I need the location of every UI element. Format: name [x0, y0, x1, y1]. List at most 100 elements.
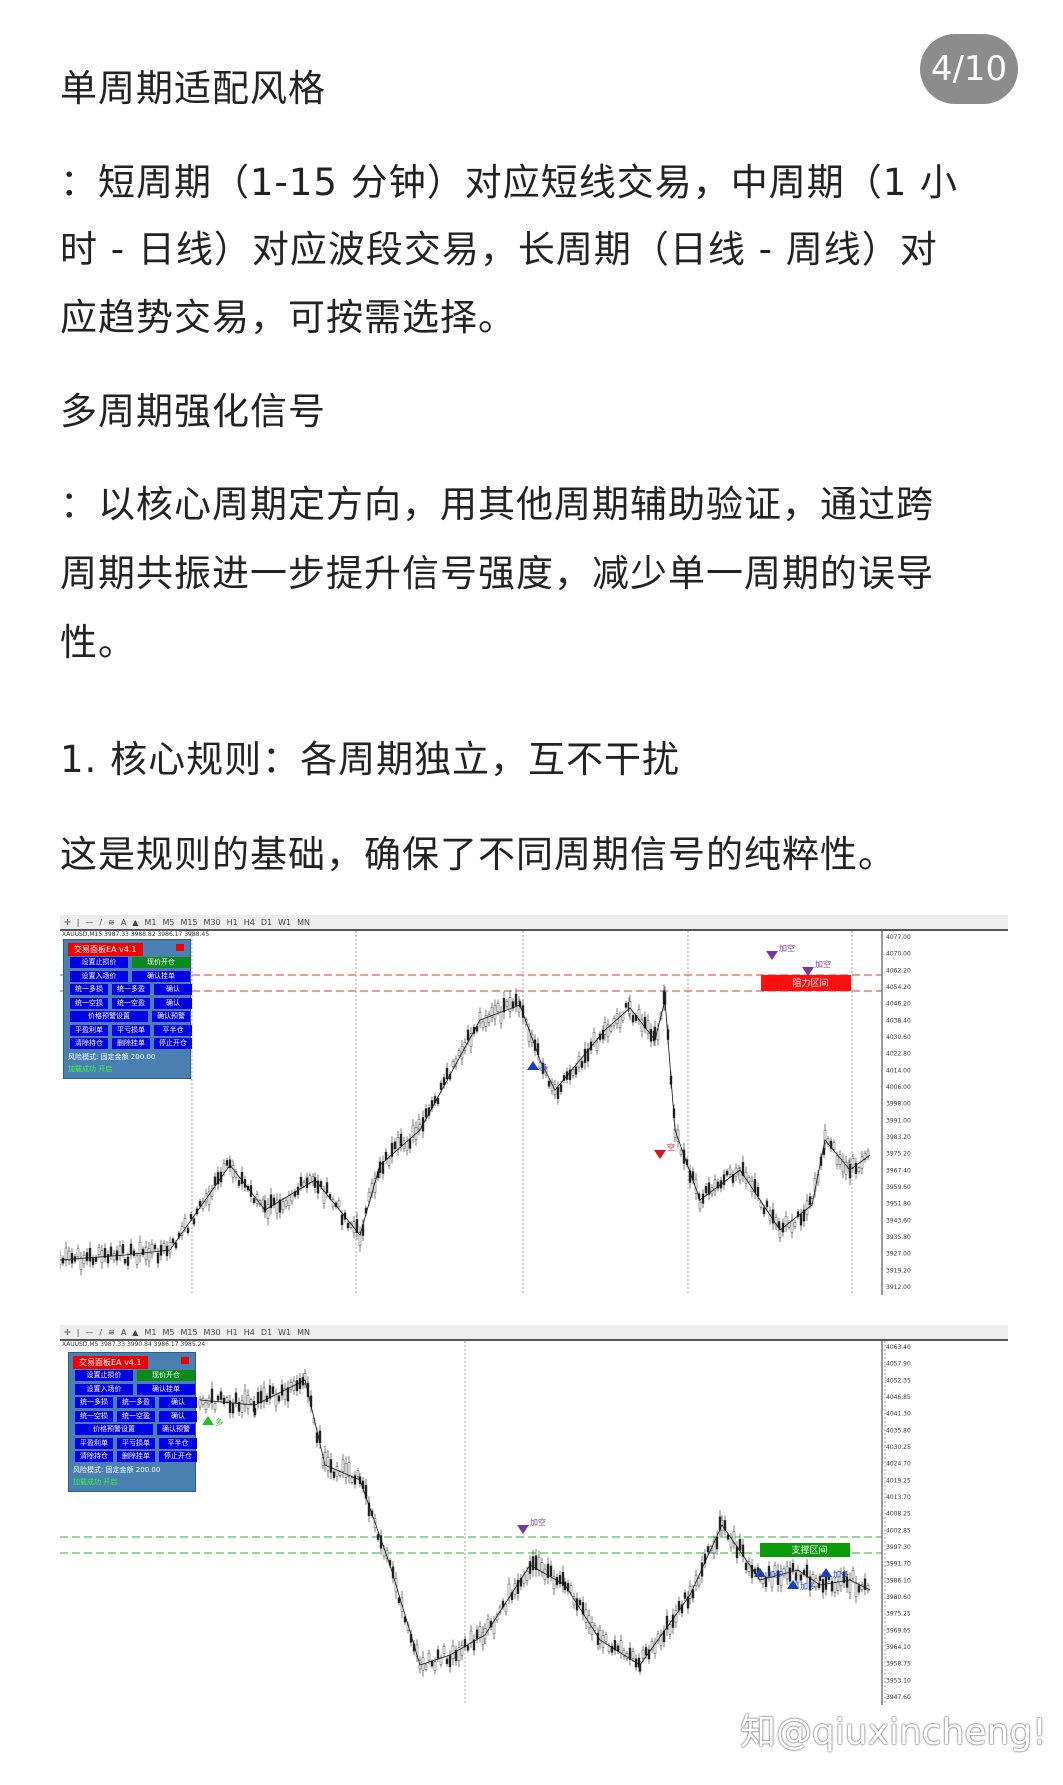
panel-button[interactable]: 价格预警设置 [70, 1011, 148, 1022]
panel-button[interactable]: 设置止损价 [75, 1370, 133, 1381]
toolbar-tool-icon[interactable]: ≋ [108, 1327, 115, 1337]
panel-button[interactable]: 确认挂单 [137, 1383, 195, 1395]
toolbar-tool-icon[interactable]: ≋ [108, 917, 115, 927]
candle-body [638, 1664, 642, 1672]
panel-button[interactable]: 删除挂单 [117, 1451, 155, 1462]
panel-button[interactable]: 现价开仓 [137, 1370, 195, 1381]
axis-tick-label: 3986.10 [886, 1577, 911, 1584]
candle-body [644, 1647, 648, 1656]
candle-body [308, 1175, 312, 1183]
candle-body [484, 1015, 488, 1027]
candle-body [141, 1248, 145, 1255]
panel-button[interactable]: 设置入场价 [70, 970, 128, 982]
candle-body [732, 1531, 736, 1544]
candle-body [830, 1581, 834, 1592]
panel-button[interactable]: 确认 [159, 1397, 197, 1408]
signal-label: 空 [667, 1142, 675, 1152]
timeframe-button[interactable]: M30 [203, 917, 221, 927]
panel-button[interactable]: 现价开仓 [132, 957, 190, 968]
panel-button[interactable]: 确认预警 [157, 1424, 195, 1435]
candle-body [278, 1199, 282, 1213]
candle-body [439, 1657, 443, 1665]
candle-body [457, 1647, 461, 1661]
timeframe-button[interactable]: MN [297, 1327, 310, 1337]
timeframe-button[interactable]: M1 [144, 1327, 157, 1337]
axis-tick-label: 3958.75 [886, 1661, 911, 1668]
candle-body [183, 1218, 187, 1228]
panel-button[interactable]: 停止开仓 [154, 1038, 192, 1049]
toolbar-tool-icon[interactable]: A [120, 917, 127, 927]
toolbar-tool-icon[interactable]: ✛ [64, 917, 71, 927]
timeframe-button[interactable]: M5 [162, 1327, 175, 1337]
axis-tick-label: 3997.30 [886, 1544, 911, 1551]
panel-button[interactable]: 平半仓 [159, 1437, 197, 1449]
panel-button[interactable]: 清除持仓 [70, 1038, 108, 1049]
candle-body [504, 1604, 508, 1613]
timeframe-button[interactable]: W1 [278, 1327, 292, 1337]
candle-body [537, 1556, 541, 1571]
candle-body [213, 1403, 217, 1411]
timeframe-button[interactable]: M30 [203, 1327, 221, 1337]
timeframe-button[interactable]: H4 [243, 1327, 255, 1337]
timeframe-button[interactable]: H1 [226, 917, 238, 927]
panel-button[interactable]: 统一空盈 [117, 1410, 155, 1422]
panel-button[interactable]: 统一多损 [70, 984, 108, 995]
panel-button[interactable]: 停止开仓 [159, 1451, 197, 1462]
toolbar-tool-icon[interactable]: — [85, 1327, 94, 1337]
timeframe-button[interactable]: M15 [180, 917, 198, 927]
candle-body [424, 1664, 428, 1670]
symbol-info: XAUUSD,M15 3987.33 3988.82 3986.17 3988.… [62, 931, 210, 938]
timeframe-button[interactable]: MN [297, 917, 310, 927]
panel-button[interactable]: 统一多盈 [117, 1397, 155, 1408]
panel-button[interactable]: 统一空损 [75, 1410, 113, 1422]
candle-body [340, 1214, 344, 1226]
toolbar-tool-icon[interactable]: | [76, 917, 80, 927]
panel-button[interactable]: 价格预警设置 [75, 1424, 153, 1435]
timeframe-button[interactable]: D1 [260, 1327, 273, 1337]
toolbar-tool-icon[interactable]: ▲ [132, 917, 139, 927]
panel-button[interactable]: 清除持仓 [75, 1451, 113, 1462]
panel-button[interactable]: 确认 [154, 984, 192, 995]
toolbar-tool-icon[interactable]: / [99, 917, 103, 927]
panel-button[interactable]: 统一多损 [75, 1397, 113, 1408]
signal-label: 加多 [833, 1569, 849, 1579]
timeframe-button[interactable]: H1 [226, 1327, 238, 1337]
toolbar-tool-icon[interactable]: A [120, 1327, 127, 1337]
panel-button[interactable]: 统一多盈 [112, 984, 150, 995]
timeframe-button[interactable]: M15 [180, 1327, 198, 1337]
timeframe-button[interactable]: W1 [278, 917, 292, 927]
timeframe-button[interactable]: M5 [162, 917, 175, 927]
panel-button[interactable]: 平亏损单 [117, 1437, 155, 1449]
panel-close-icon[interactable] [176, 944, 184, 951]
timeframe-button[interactable]: H4 [243, 917, 255, 927]
panel-button[interactable]: 平盈利单 [75, 1437, 113, 1449]
status-label: 加载成功 开启 [68, 1065, 113, 1073]
panel-button[interactable]: 删除挂单 [112, 1038, 150, 1049]
panel-button[interactable]: 平盈利单 [70, 1024, 108, 1036]
timeframe-button[interactable]: D1 [260, 917, 273, 927]
toolbar-tool-icon[interactable]: | [76, 1327, 80, 1337]
panel-button[interactable]: 平半仓 [154, 1024, 192, 1036]
panel-button[interactable]: 确认挂单 [132, 970, 190, 982]
panel-button[interactable]: 统一空盈 [112, 997, 150, 1009]
panel-button[interactable]: 确认预警 [152, 1011, 190, 1022]
toolbar-tool-icon[interactable]: ✛ [64, 1327, 71, 1337]
panel-close-icon[interactable] [181, 1357, 189, 1364]
candle-body [457, 1050, 461, 1056]
toolbar-tool-icon[interactable]: ▲ [132, 1327, 139, 1337]
timeframe-button[interactable]: M1 [144, 917, 157, 927]
toolbar-tool-icon[interactable]: — [85, 917, 94, 927]
panel-button[interactable]: 设置止损价 [70, 957, 128, 968]
candle-body [851, 1158, 855, 1168]
chart-screenshot-1: ✛ | — / ≋ A ▲ M1 M5 M15 M30 H1 H4 D1 W1 MN XAUUSD,M15 3… [60, 915, 1008, 1295]
panel-button[interactable]: 确认 [159, 1410, 197, 1422]
candle-body [222, 1397, 226, 1404]
sell-arrow-icon [654, 1150, 666, 1159]
panel-button[interactable]: 确认 [154, 997, 192, 1009]
candle-body [322, 1191, 326, 1204]
panel-button[interactable]: 平亏损单 [112, 1024, 150, 1036]
panel-button[interactable]: 统一空损 [70, 997, 108, 1009]
candle-body [640, 1019, 644, 1032]
toolbar-tool-icon[interactable]: / [99, 1327, 103, 1337]
panel-button[interactable]: 设置入场价 [75, 1383, 133, 1395]
